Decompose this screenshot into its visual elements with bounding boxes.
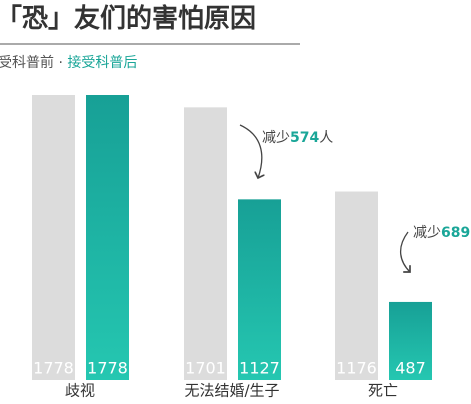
bar	[335, 191, 378, 380]
value-label: 1127	[239, 359, 280, 378]
annotation-value: 574	[290, 130, 319, 146]
value-label: 1778	[33, 359, 74, 378]
x-tick-label: 无法结婚/生子	[184, 382, 279, 400]
annotation-value: 689	[441, 225, 470, 241]
value-label: 1778	[87, 359, 128, 378]
bar	[32, 95, 75, 380]
legend-separator: ·	[54, 55, 67, 71]
x-tick-label: 歧视	[65, 382, 95, 400]
chart-title: 「恐」友们的害怕原因	[0, 3, 256, 34]
annotation-text: 减少	[262, 130, 290, 146]
arrow	[239, 124, 262, 178]
bar	[86, 95, 129, 380]
annotation: 减少689	[413, 225, 470, 241]
legend-entry: 接受科普后	[67, 54, 137, 71]
annotation: 减少574人	[262, 130, 333, 146]
x-tick-label: 死亡	[368, 382, 398, 400]
bar	[238, 199, 281, 380]
value-label: 487	[395, 359, 426, 378]
legend: 受科普前 · 接受科普后	[0, 54, 137, 71]
annotation-text: 减少	[413, 225, 441, 241]
arrow	[400, 231, 410, 272]
bar	[389, 301, 432, 380]
value-label: 1176	[336, 359, 377, 378]
value-label: 1701	[185, 359, 226, 378]
annotation-text: 人	[319, 130, 333, 146]
bar	[184, 107, 227, 380]
legend-entry: 受科普前	[0, 54, 54, 71]
